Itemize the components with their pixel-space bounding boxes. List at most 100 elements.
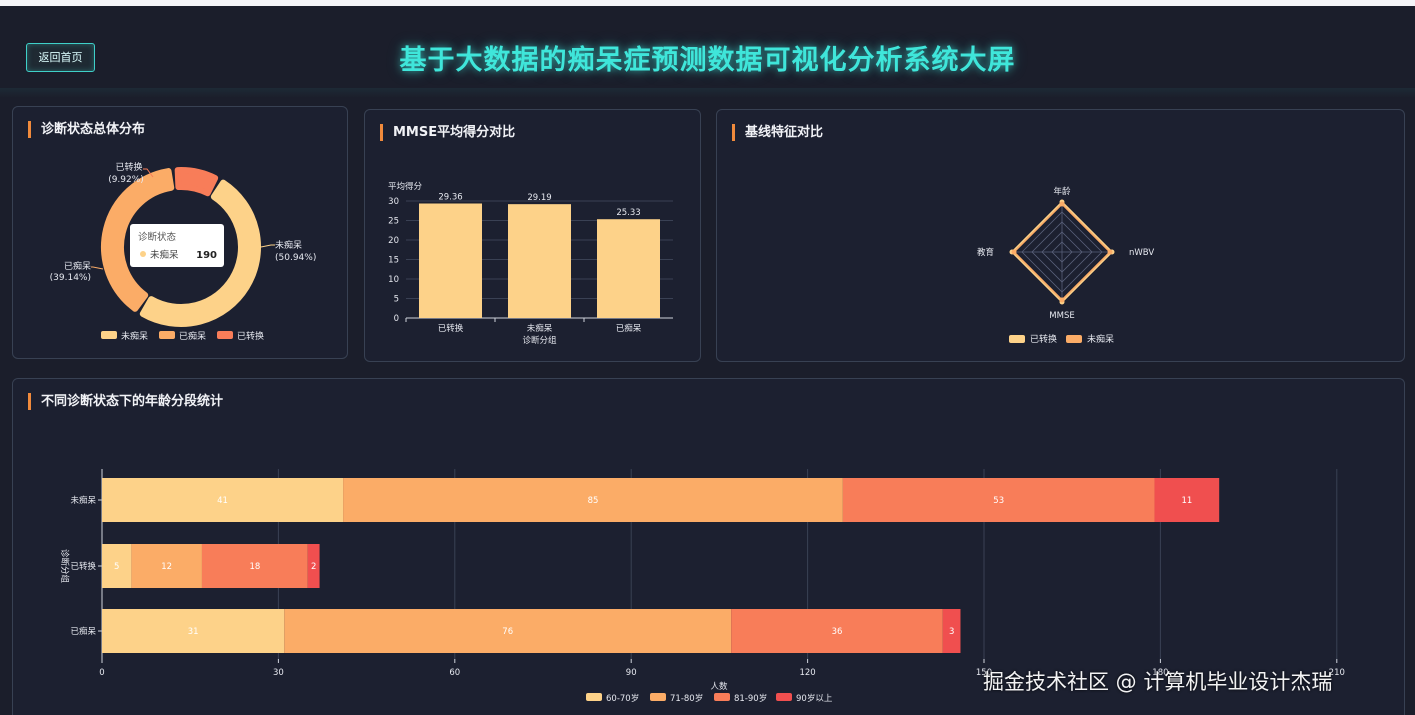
mmse-y-axis-title: 平均得分 xyxy=(388,181,423,192)
mmse-y-tick: 30 xyxy=(388,197,399,207)
age-bar-value: 85 xyxy=(588,496,599,506)
pie-tooltip-marker xyxy=(140,251,146,257)
age-x-tick: 60 xyxy=(449,668,460,678)
radar-indicator-label: nWBV xyxy=(1129,248,1154,258)
radar-legend-swatch xyxy=(1066,335,1082,343)
mmse-x-axis-title: 诊断分组 xyxy=(522,335,557,346)
age-legend-label: 90岁以上 xyxy=(796,693,833,704)
age-x-axis-title: 人数 xyxy=(710,681,728,692)
pie-legend-label: 未痴呆 xyxy=(121,330,148,342)
mmse-y-tick: 25 xyxy=(388,217,399,227)
age-bar-segment xyxy=(942,609,961,653)
age-legend-label: 71-80岁 xyxy=(670,693,703,704)
pie-legend-swatch xyxy=(159,331,175,339)
pie-legend-label: 已转换 xyxy=(237,330,264,342)
age-bar-segment xyxy=(842,478,1155,522)
mmse-y-tick: 20 xyxy=(388,236,399,246)
radar-series-point xyxy=(1059,297,1065,303)
pie-tooltip-value: 190 xyxy=(196,250,217,261)
age-y-tick: 未痴呆 xyxy=(70,495,96,506)
pie-slice xyxy=(101,168,175,312)
age-x-tick: 0 xyxy=(99,668,104,678)
age-bar-value: 2 xyxy=(311,562,316,572)
back-home-button[interactable]: 返回首页 xyxy=(26,43,95,72)
age-legend-label: 81-90岁 xyxy=(734,693,767,704)
mmse-x-tick: 已痴呆 xyxy=(616,323,642,334)
pie-tooltip-box xyxy=(130,224,224,267)
age-bar-value: 11 xyxy=(1181,496,1192,506)
pie-legend-swatch xyxy=(101,331,117,339)
age-bar-segment xyxy=(307,544,320,588)
age-panel: 不同诊断状态下的年龄分段统计 0 30 60 90 120 150 180 210 未痴呆 41 8… xyxy=(12,378,1405,715)
age-bar-segment xyxy=(1154,478,1220,522)
age-panel-title: 不同诊断状态下的年龄分段统计 xyxy=(28,393,223,410)
age-bar-value: 3 xyxy=(949,627,954,637)
pie-panel-title: 诊断状态总体分布 xyxy=(28,121,145,138)
pie-label: 已痴呆 xyxy=(64,260,91,272)
radar-indicator-label: 年龄 xyxy=(1053,186,1071,197)
title-divider xyxy=(0,88,1415,98)
age-bar-value: 53 xyxy=(993,496,1004,506)
radar-panel-title: 基线特征对比 xyxy=(732,124,823,141)
age-legend-swatch xyxy=(650,693,666,701)
age-bar-segment xyxy=(731,609,943,653)
pie-label: (50.94%) xyxy=(275,253,316,263)
pie-legend-label: 已痴呆 xyxy=(179,330,206,342)
pie-tooltip-title: 诊断状态 xyxy=(138,231,177,243)
watermark-text: 掘金技术社区 @ 计算机毕业设计杰瑞 xyxy=(983,670,1333,694)
mmse-bar xyxy=(419,203,482,318)
age-bar-value: 31 xyxy=(188,627,199,637)
mmse-bar xyxy=(508,204,571,318)
age-legend-swatch xyxy=(714,693,730,701)
pie-tooltip-name: 未痴呆 xyxy=(150,249,179,261)
pie-label: (9.92%) xyxy=(108,175,144,185)
age-legend-label: 60-70岁 xyxy=(606,693,639,704)
pie-leader-line xyxy=(143,168,154,178)
age-x-tick: 180 xyxy=(1152,668,1168,678)
age-legend-swatch xyxy=(776,693,792,701)
radar-legend-label: 已转换 xyxy=(1030,333,1057,345)
radar-series-point xyxy=(1011,249,1017,255)
age-bar-segment xyxy=(343,478,843,522)
age-x-tick: 120 xyxy=(799,668,815,678)
age-bar-segment xyxy=(102,544,132,588)
pie-label: (39.14%) xyxy=(50,273,91,283)
mmse-bar-chart: 平均得分 0 5 10 15 20 25 30 29.36 已转换 29.19 未痴呆 25.33 已痴呆… xyxy=(388,181,673,346)
age-bar-segment xyxy=(102,609,285,653)
mmse-panel-title: MMSE平均得分对比 xyxy=(380,124,515,141)
age-bar-segment xyxy=(201,544,308,588)
age-x-tick: 30 xyxy=(273,668,284,678)
radar-series-point xyxy=(1059,201,1065,207)
radar-panel: 基线特征对比 年龄 nWBV MMSE 教育 已转换 未痴呆 xyxy=(716,109,1405,362)
age-bar-value: 18 xyxy=(249,562,260,572)
pie-slice xyxy=(174,167,219,197)
mmse-bar xyxy=(597,219,660,318)
age-bar-value: 41 xyxy=(217,496,228,506)
age-x-tick: 150 xyxy=(976,668,992,678)
pie-leader-line xyxy=(260,244,275,248)
age-y-axis-title: 诊断分组 xyxy=(59,549,70,584)
mmse-x-tick: 已转换 xyxy=(438,323,464,334)
mmse-bar-value: 29.36 xyxy=(438,192,462,202)
mmse-y-tick: 15 xyxy=(388,256,399,266)
mmse-x-tick: 未痴呆 xyxy=(527,323,553,334)
mmse-bar-value: 29.19 xyxy=(527,193,551,203)
window-top-strip xyxy=(0,0,1415,6)
pie-label: 未痴呆 xyxy=(275,239,302,251)
age-stacked-bar-chart: 0 30 60 90 120 150 180 210 未痴呆 41 85 53 11 已转换 5 12 18 2 已… xyxy=(59,469,1345,704)
age-x-tick: 210 xyxy=(1329,668,1345,678)
age-y-tick: 已痴呆 xyxy=(70,626,96,637)
age-bar-value: 5 xyxy=(114,562,119,572)
radar-legend-swatch xyxy=(1009,335,1025,343)
age-y-tick: 已转换 xyxy=(70,561,96,572)
page-title: 基于大数据的痴呆症预测数据可视化分析系统大屏 xyxy=(399,45,1016,76)
radar-legend-label: 未痴呆 xyxy=(1087,333,1114,345)
radar-indicator-label: MMSE xyxy=(1049,311,1074,321)
pie-label: 已转换 xyxy=(115,161,142,173)
pie-legend-swatch xyxy=(217,331,233,339)
mmse-panel: MMSE平均得分对比 平均得分 0 5 10 15 20 25 30 29.36 已转换 29.19… xyxy=(364,109,701,362)
mmse-y-tick: 5 xyxy=(394,295,399,305)
mmse-bar-value: 25.33 xyxy=(616,208,640,218)
